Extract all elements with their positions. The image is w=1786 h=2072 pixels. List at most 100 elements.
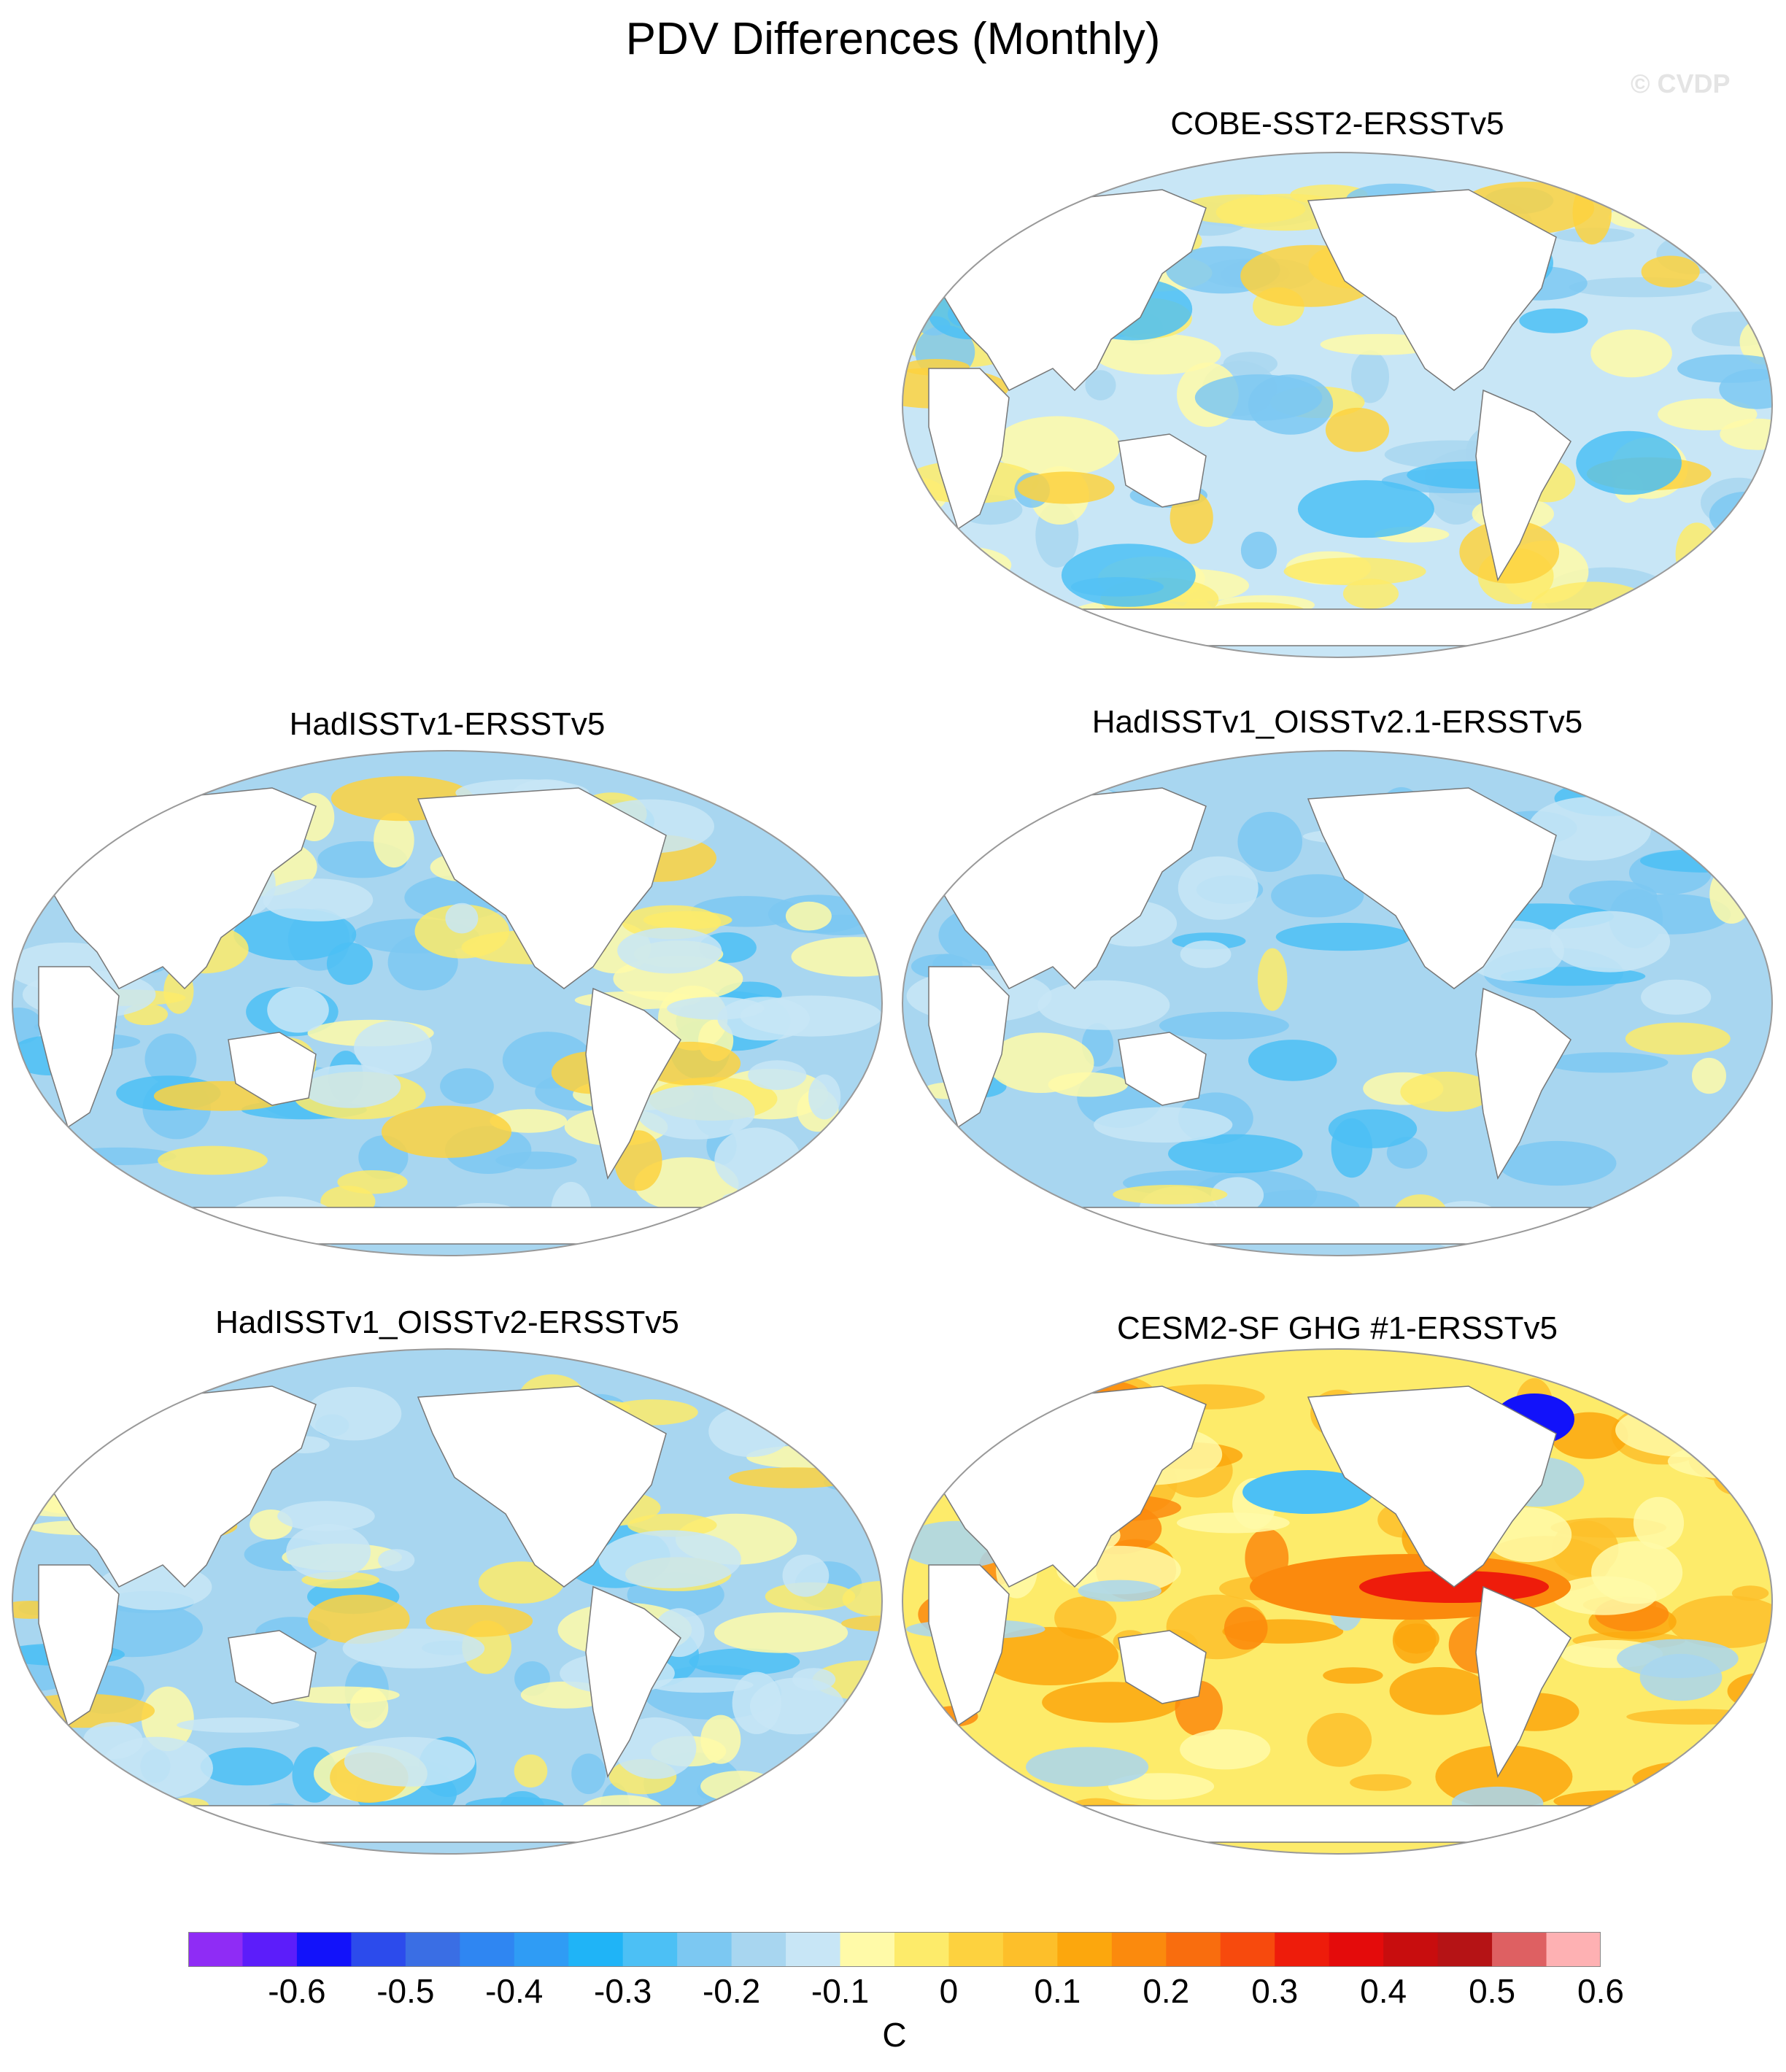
anomaly-patch (740, 995, 882, 1037)
anomaly-patch (902, 204, 966, 263)
land-outline (585, 1585, 681, 1778)
anomaly-patch (1048, 1072, 1129, 1097)
colorbar-tick-label: -0.2 (702, 1972, 761, 2010)
colorbar-swatch (840, 1932, 895, 1967)
anomaly-patch (1572, 180, 1612, 245)
anomaly-patch (1061, 544, 1196, 607)
colorbar-swatch (786, 1932, 841, 1967)
anomaly-patch (785, 901, 832, 931)
anomaly-patch (1498, 1140, 1617, 1186)
anomaly-patch (1690, 790, 1772, 813)
anomaly-patch (1731, 1585, 1769, 1601)
anomaly-patch (144, 1033, 197, 1085)
colorbar-swatch (1166, 1932, 1221, 1967)
colorbar-swatch (1111, 1932, 1167, 1967)
anomaly-patch (1283, 557, 1426, 586)
colorbar-tick-label: -0.6 (268, 1972, 326, 2010)
panel-title-hadisst-oisstv21: HadISSTv1_OISSTv2.1-ERSSTv5 (1091, 704, 1583, 740)
anomaly-patch (1085, 370, 1116, 401)
anomaly-patch (1615, 1402, 1761, 1458)
north-pacific-cool-patch (1242, 1470, 1374, 1514)
anomaly-patch (12, 1385, 87, 1401)
anomaly-patch (514, 1754, 548, 1788)
colorbar-swatch (405, 1932, 460, 1967)
cvdp-credit: © CVDP (1631, 69, 1731, 98)
map-border (12, 750, 883, 1256)
anomaly-patch (728, 1467, 859, 1488)
anomaly-patch (337, 1170, 408, 1194)
anomaly-patch (598, 1530, 741, 1588)
colorbar-swatch (1220, 1932, 1275, 1967)
colorbar-swatch (460, 1932, 515, 1967)
colorbar-tick-label: 0.3 (1251, 1972, 1299, 2010)
anomaly-patch (1210, 1177, 1264, 1214)
colorbar (188, 1932, 1601, 1971)
colorbar-swatch (1546, 1932, 1601, 1967)
anomaly-patch (791, 937, 882, 977)
anomaly-patch (571, 1753, 606, 1795)
land-outline (1475, 1585, 1572, 1778)
anomaly-patch (1692, 1057, 1726, 1094)
anomaly-patch (381, 1105, 512, 1159)
anomaly-patch (637, 1085, 755, 1140)
colorbar-tick-label: -0.4 (485, 1972, 544, 2010)
anomaly-patch (1718, 599, 1769, 640)
colorbar-swatch (1275, 1932, 1330, 1967)
colorbar-swatch (1492, 1932, 1547, 1967)
anomaly-patch (1638, 1374, 1765, 1433)
anomaly-patch (342, 1628, 485, 1669)
anomaly-patch (12, 1143, 77, 1180)
land-outline (1029, 1805, 1645, 1843)
land-outline (139, 1207, 755, 1245)
anomaly-patch (902, 1128, 950, 1169)
colorbar-tick-label: 0.4 (1360, 1972, 1407, 2010)
land-outline (228, 1032, 317, 1106)
anomaly-patch (1719, 368, 1772, 409)
anomaly-patch (1519, 308, 1588, 333)
anomaly-patch (782, 1554, 830, 1597)
anomaly-patch (1331, 1118, 1372, 1178)
anomaly-patch (200, 1747, 294, 1786)
anomaly-patch (667, 997, 765, 1020)
anomaly-patch (627, 1513, 717, 1537)
land-outline (38, 966, 120, 1129)
anomaly-patch (1180, 940, 1232, 968)
anomaly-patch (326, 942, 373, 985)
anomaly-patch (177, 1717, 300, 1733)
anomaly-patch (1297, 480, 1434, 538)
map-border (902, 152, 1773, 658)
anomaly-patch (722, 1375, 848, 1411)
anomaly-patch (1307, 1712, 1372, 1767)
anomaly-patch (1699, 1736, 1754, 1756)
colorbar-tick-label: 0.6 (1577, 1972, 1624, 2010)
anomaly-patch (1323, 1667, 1383, 1684)
anomaly-patch (902, 548, 951, 606)
colorbar-tick-label: 0.2 (1143, 1972, 1190, 2010)
anomaly-patch (12, 1199, 106, 1214)
map-border (902, 750, 1773, 1256)
colorbar-swatch (894, 1932, 949, 1967)
land-outline (1307, 1385, 1557, 1588)
anomaly-patch (12, 1008, 43, 1045)
anomaly-patch (700, 1715, 741, 1764)
anomaly-patch (1026, 1747, 1149, 1787)
land-outline (1307, 787, 1557, 989)
anomaly-patch (1400, 1071, 1494, 1112)
land-outline (585, 987, 681, 1180)
anomaly-patch (911, 546, 1012, 584)
anomaly-patch (1641, 979, 1712, 1015)
anomaly-patch (1094, 1107, 1233, 1143)
figure-title: PDV Differences (Monthly) (625, 14, 1161, 64)
anomaly-patch (689, 1648, 800, 1675)
colorbar-tick-label: 0 (939, 1972, 959, 2010)
anomaly-patch (1706, 1207, 1739, 1234)
anomaly-patch (425, 1604, 533, 1637)
anomaly-patch (841, 1615, 882, 1631)
anomaly-patch (792, 1668, 836, 1691)
colorbar-swatch (296, 1932, 352, 1967)
anomaly-patch (982, 1627, 1119, 1685)
land-outline (1307, 189, 1557, 391)
anomaly-patch (1658, 398, 1758, 430)
colorbar-swatch (1383, 1932, 1439, 1967)
anomaly-patch (808, 1074, 841, 1120)
